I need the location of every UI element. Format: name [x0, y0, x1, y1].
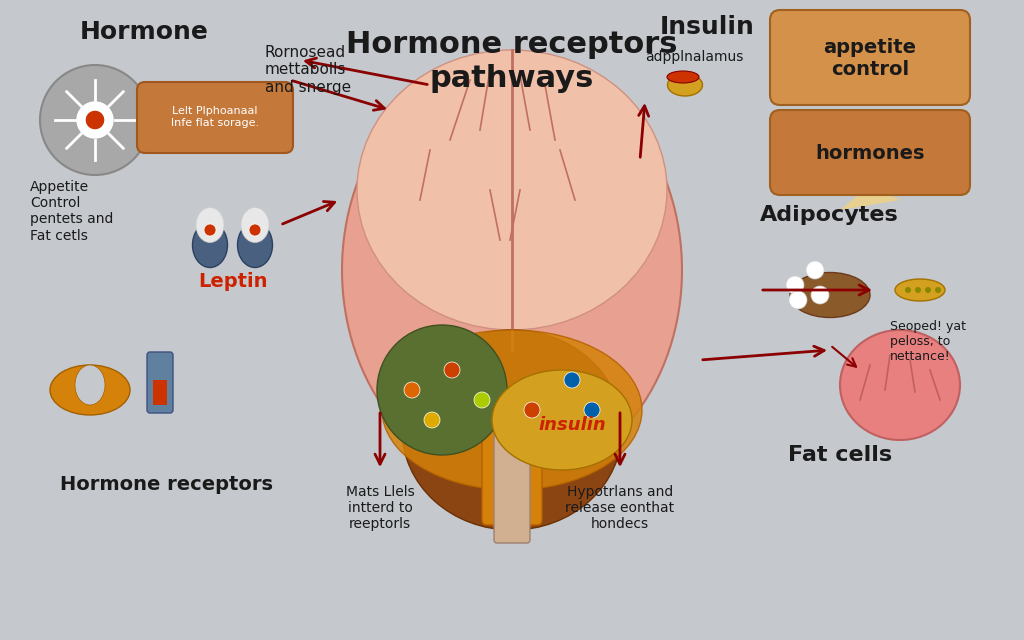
Circle shape [564, 372, 580, 388]
Circle shape [474, 392, 490, 408]
Text: Hormone receptors
pathways: Hormone receptors pathways [346, 30, 678, 93]
FancyBboxPatch shape [137, 82, 293, 153]
Polygon shape [840, 185, 900, 210]
Ellipse shape [357, 50, 667, 330]
Text: Insulin: Insulin [660, 15, 755, 39]
Text: hormones: hormones [815, 143, 925, 163]
Ellipse shape [241, 207, 269, 243]
Ellipse shape [50, 365, 130, 415]
Text: Mats Llels
intterd to
reeptorls: Mats Llels intterd to reeptorls [346, 485, 415, 531]
Ellipse shape [790, 273, 870, 317]
Text: Seoped! yat
peloss, to
nettance!: Seoped! yat peloss, to nettance! [890, 320, 966, 363]
Circle shape [584, 402, 600, 418]
Circle shape [786, 276, 804, 294]
Ellipse shape [402, 330, 622, 530]
Text: Hypotrlans and
release eonthat
hondecs: Hypotrlans and release eonthat hondecs [565, 485, 675, 531]
Ellipse shape [667, 71, 699, 83]
Ellipse shape [377, 325, 507, 455]
Circle shape [249, 224, 261, 236]
Text: Hormone receptors: Hormone receptors [60, 475, 273, 494]
Ellipse shape [895, 279, 945, 301]
Text: adpplnalamus: adpplnalamus [645, 50, 743, 64]
Ellipse shape [193, 223, 227, 268]
FancyBboxPatch shape [770, 10, 970, 105]
Text: Fat cells: Fat cells [787, 445, 892, 465]
Circle shape [811, 286, 829, 304]
Circle shape [77, 102, 113, 138]
Circle shape [40, 65, 150, 175]
Text: Hormone: Hormone [80, 20, 209, 44]
Circle shape [905, 287, 911, 293]
Text: Adipocytes: Adipocytes [760, 205, 899, 225]
Circle shape [790, 291, 807, 309]
Circle shape [925, 287, 931, 293]
Ellipse shape [75, 365, 105, 405]
Circle shape [915, 287, 921, 293]
Ellipse shape [492, 370, 632, 470]
Circle shape [524, 402, 540, 418]
Circle shape [85, 110, 105, 130]
FancyBboxPatch shape [147, 352, 173, 413]
FancyBboxPatch shape [482, 415, 542, 525]
FancyBboxPatch shape [770, 110, 970, 195]
Ellipse shape [668, 74, 702, 96]
Circle shape [444, 362, 460, 378]
FancyBboxPatch shape [494, 417, 530, 543]
Ellipse shape [382, 330, 642, 490]
Circle shape [424, 412, 440, 428]
Ellipse shape [342, 60, 682, 480]
Circle shape [404, 382, 420, 398]
Text: Lelt Plphoanaal
lnfe flat sorage.: Lelt Plphoanaal lnfe flat sorage. [171, 106, 259, 128]
Ellipse shape [196, 207, 224, 243]
Circle shape [806, 261, 824, 279]
Text: insulin: insulin [539, 416, 606, 434]
Ellipse shape [840, 330, 961, 440]
Text: Rornosead
mettabolls
and snerge: Rornosead mettabolls and snerge [265, 45, 351, 95]
FancyBboxPatch shape [153, 380, 167, 405]
Ellipse shape [238, 223, 272, 268]
Text: appetite
control: appetite control [823, 38, 916, 79]
Text: Appetite
Control
pentets and
Fat cetls: Appetite Control pentets and Fat cetls [30, 180, 114, 243]
Circle shape [204, 224, 216, 236]
Circle shape [935, 287, 941, 293]
Text: Leptin: Leptin [199, 272, 267, 291]
